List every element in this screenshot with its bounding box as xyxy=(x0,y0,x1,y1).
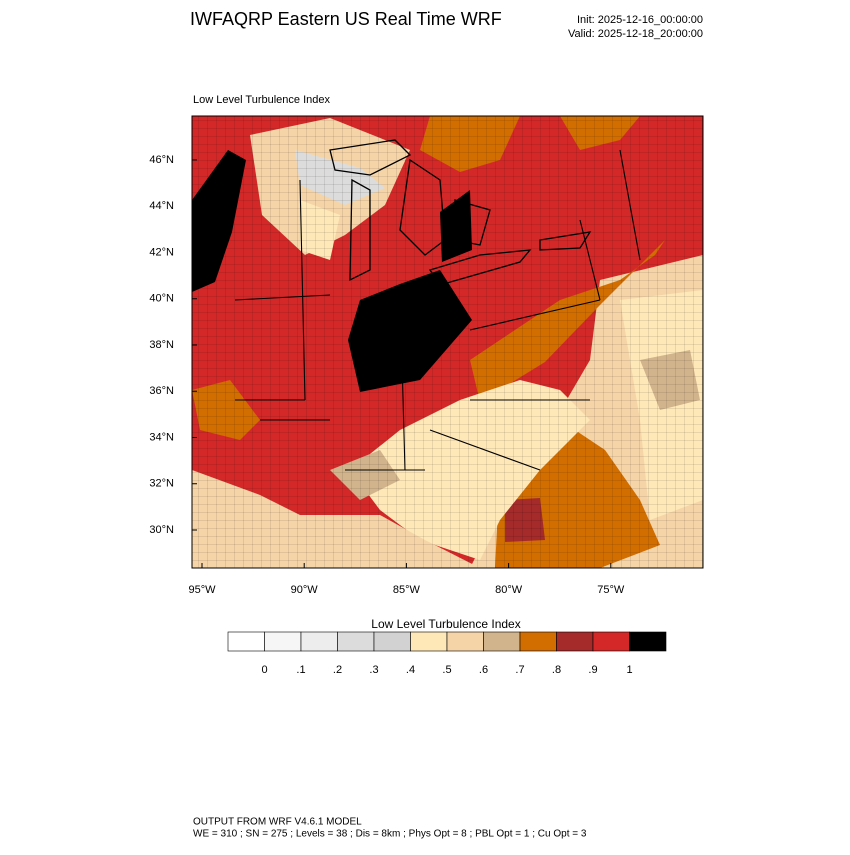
colorbar-box xyxy=(483,631,521,652)
colorbar-label: .1 xyxy=(296,664,305,676)
lat-label: 32°N xyxy=(149,478,174,490)
lat-label: 40°N xyxy=(149,293,174,305)
lat-label: 36°N xyxy=(149,385,174,397)
lon-label: 85°W xyxy=(393,584,421,596)
colorbar-label: .7 xyxy=(515,664,524,676)
colorbar-box xyxy=(410,631,448,652)
map-frame xyxy=(191,115,704,569)
valid-time: Valid: 2025-12-18_20:00:00 xyxy=(568,28,703,40)
lon-label: 80°W xyxy=(495,584,523,596)
map-field xyxy=(192,116,703,568)
colorbar-label: .9 xyxy=(588,664,597,676)
colorbar-label: .4 xyxy=(406,664,415,676)
footer-line: OUTPUT FROM WRF V4.6.1 MODEL xyxy=(193,817,362,828)
footer-line: WE = 310 ; SN = 275 ; Levels = 38 ; Dis … xyxy=(193,829,587,840)
lat-label: 44°N xyxy=(149,200,174,212)
colorbar-box xyxy=(264,631,302,652)
colorbar-box xyxy=(337,631,375,652)
lon-label: 90°W xyxy=(291,584,319,596)
colorbar-label: .2 xyxy=(333,664,342,676)
colorbar-label: .3 xyxy=(369,664,378,676)
colorbar-box xyxy=(629,631,667,652)
colorbar-box xyxy=(592,631,630,652)
colorbar-label: 1 xyxy=(626,664,632,676)
colorbar-box xyxy=(519,631,557,652)
colorbar-label: .5 xyxy=(442,664,451,676)
colorbar-title: Low Level Turbulence Index xyxy=(371,617,520,631)
colorbar-box xyxy=(446,631,484,652)
map-title: Low Level Turbulence Index xyxy=(193,94,330,106)
lat-label: 38°N xyxy=(149,339,174,351)
colorbar-box xyxy=(373,631,411,652)
lat-label: 46°N xyxy=(149,154,174,166)
init-time: Init: 2025-12-16_00:00:00 xyxy=(577,14,703,26)
lon-label: 95°W xyxy=(188,584,216,596)
lat-label: 42°N xyxy=(149,246,174,258)
colorbar-label: .8 xyxy=(552,664,561,676)
colorbar-box xyxy=(227,631,265,652)
lat-label: 30°N xyxy=(149,524,174,536)
title: IWFAQRP Eastern US Real Time WRF xyxy=(190,9,502,29)
colorbar-box xyxy=(556,631,594,652)
colorbar-box xyxy=(300,631,338,652)
lon-label: 75°W xyxy=(597,584,625,596)
colorbar-label: 0 xyxy=(261,664,267,676)
lat-label: 34°N xyxy=(149,431,174,443)
colorbar-label: .6 xyxy=(479,664,488,676)
